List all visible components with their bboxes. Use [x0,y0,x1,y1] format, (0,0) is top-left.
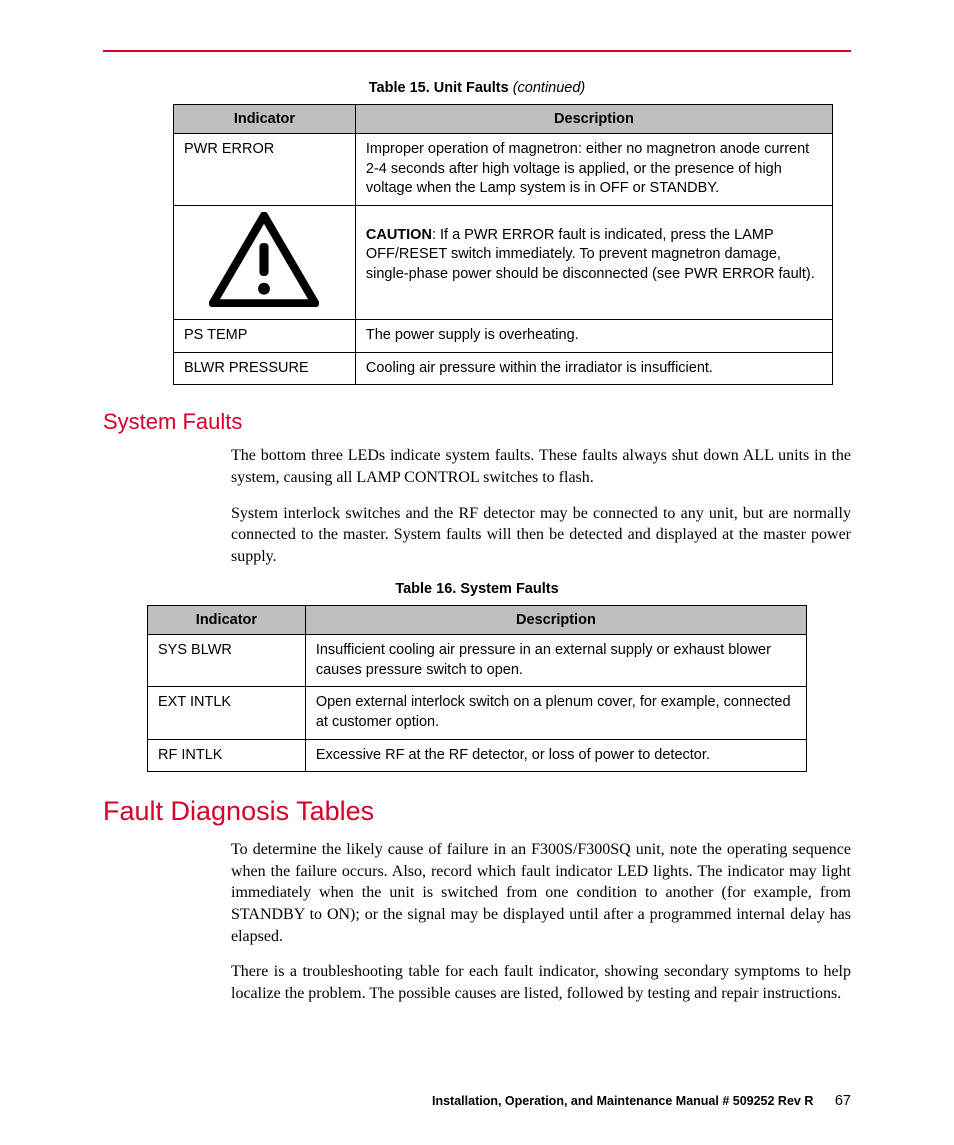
top-rule [103,50,851,52]
table15-caption-bold: Table 15. Unit Faults [369,80,513,96]
footer-page-number: 67 [835,1093,851,1109]
table15-r2-indicator: PS TEMP [174,320,356,353]
table-row: BLWR PRESSURE Cooling air pressure withi… [174,352,833,385]
caution-triangle-icon [209,212,319,307]
fault-diagnosis-heading: Fault Diagnosis Tables [103,796,851,827]
page-footer: Installation, Operation, and Maintenance… [432,1093,851,1109]
caution-label: CAUTION [366,227,432,243]
table-row: PWR ERROR Improper operation of magnetro… [174,134,833,206]
table16-caption: Table 16. System Faults [103,581,851,597]
table-row: RF INTLK Excessive RF at the RF detector… [148,739,807,772]
table16: Indicator Description SYS BLWR Insuffici… [147,605,807,772]
table16-caption-bold: Table 16. System Faults [395,581,558,597]
table-row: CAUTION: If a PWR ERROR fault is indicat… [174,205,833,320]
table16-r1-indicator: EXT INTLK [148,687,306,739]
table-header-row: Indicator Description [148,606,807,635]
table-row: SYS BLWR Insufficient cooling air pressu… [148,635,807,687]
system-faults-para2: System interlock switches and the RF det… [231,503,851,568]
system-faults-heading: System Faults [103,409,851,435]
table15-r1-description: : If a PWR ERROR fault is indicated, pre… [366,227,815,282]
footer-text: Installation, Operation, and Maintenance… [432,1094,813,1108]
table15-r3-indicator: BLWR PRESSURE [174,352,356,385]
table16-col1-header: Indicator [148,606,306,635]
table-row: EXT INTLK Open external interlock switch… [148,687,807,739]
system-faults-para1: The bottom three LEDs indicate system fa… [231,445,851,488]
table16-col2-header: Description [305,606,806,635]
table16-r0-indicator: SYS BLWR [148,635,306,687]
table15: Indicator Description PWR ERROR Improper… [173,104,833,385]
table16-r2-indicator: RF INTLK [148,739,306,772]
table15-caption-ital: (continued) [513,80,586,96]
table15-r0-description: Improper operation of magnetron: either … [355,134,832,206]
page: Table 15. Unit Faults (continued) Indica… [0,0,954,1145]
table16-r1-description: Open external interlock switch on a plen… [305,687,806,739]
table-header-row: Indicator Description [174,105,833,134]
fault-diag-para1: To determine the likely cause of failure… [231,839,851,947]
table16-r0-description: Insufficient cooling air pressure in an … [305,635,806,687]
table15-r0-indicator: PWR ERROR [174,134,356,206]
table15-col2-header: Description [355,105,832,134]
table15-r2-description: The power supply is overheating. [355,320,832,353]
table16-r2-description: Excessive RF at the RF detector, or loss… [305,739,806,772]
table15-r1-description-cell: CAUTION: If a PWR ERROR fault is indicat… [355,205,832,320]
table15-r1-indicator [174,205,356,320]
table15-col1-header: Indicator [174,105,356,134]
table-row: PS TEMP The power supply is overheating. [174,320,833,353]
fault-diag-para2: There is a troubleshooting table for eac… [231,961,851,1004]
table15-caption: Table 15. Unit Faults (continued) [103,80,851,96]
table15-r3-description: Cooling air pressure within the irradiat… [355,352,832,385]
